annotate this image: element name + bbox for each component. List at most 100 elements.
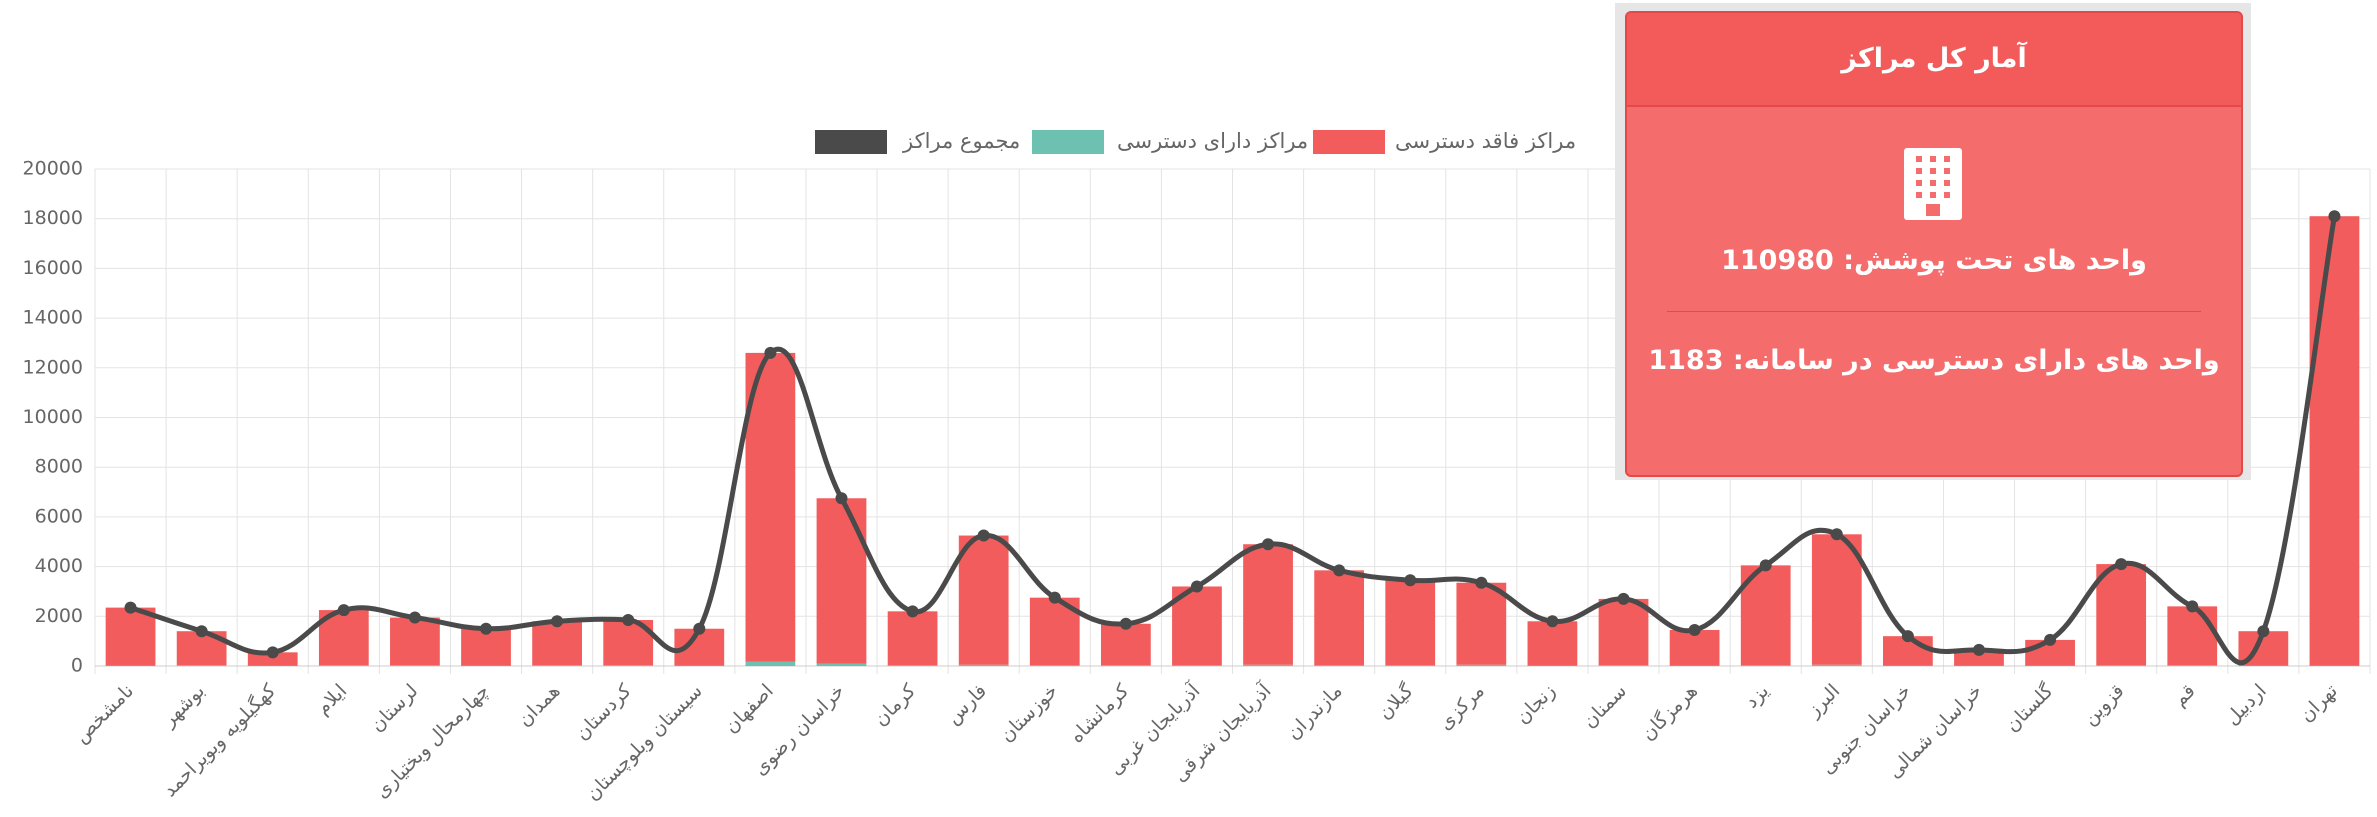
bar (887, 611, 938, 666)
point (2257, 625, 2270, 638)
bar (1527, 621, 1578, 666)
bar (1456, 582, 1507, 665)
bar (958, 664, 1009, 666)
bar (390, 665, 440, 666)
bar (1385, 580, 1436, 666)
bar (2096, 564, 2147, 666)
x-tick-label: اصفهان (720, 680, 778, 738)
point (1830, 528, 1843, 541)
x-tick-label: همدان (513, 680, 564, 731)
bar (1243, 544, 1293, 665)
x-tick-label: کرمان (869, 679, 920, 730)
bar (2167, 606, 2218, 666)
bar (1314, 570, 1365, 666)
point (1759, 559, 1772, 572)
point (408, 611, 421, 624)
y-tick-label: 0 (71, 655, 83, 677)
point (2115, 558, 2128, 571)
y-tick-label: 12000 (23, 356, 83, 378)
x-tick-label: هرمزگان (1636, 679, 1702, 745)
legend-label: مراکز دارای دسترسی (1117, 129, 1308, 153)
x-tick-label: قزوین (2079, 680, 2129, 730)
point (2328, 210, 2341, 223)
bar (745, 352, 796, 662)
x-tick-label: لرستان (366, 680, 422, 736)
x-tick-label: فارس (942, 680, 991, 729)
bar (390, 617, 440, 666)
x-tick-label: کردستان (571, 679, 636, 744)
point (1119, 617, 1132, 630)
x-tick-label: مازندران (1282, 680, 1346, 744)
point (835, 492, 848, 505)
building-icon (1904, 148, 1962, 220)
bar (1029, 665, 1080, 666)
bar (1100, 623, 1151, 666)
bar (1598, 598, 1649, 666)
bar (1954, 649, 2004, 666)
bar (1598, 665, 1649, 666)
point (1404, 574, 1417, 587)
bar (105, 607, 156, 666)
bar (603, 665, 654, 666)
y-tick-label: 16000 (23, 257, 83, 279)
point (551, 615, 564, 628)
x-tick-label: اردبیل (2221, 680, 2271, 730)
tooltip-title: آمار کل مراکز (1627, 13, 2241, 107)
bar (2167, 665, 2218, 666)
tooltip-line: واحد های دارای دسترسی در سامانه: 1183 (1648, 345, 2220, 376)
point (337, 604, 350, 617)
bar (1172, 665, 1222, 666)
point (977, 529, 990, 542)
x-tick-label: گیلان (1373, 678, 1418, 723)
y-tick-label: 14000 (23, 307, 83, 329)
bar (958, 535, 1009, 665)
y-tick-label: 18000 (23, 207, 83, 229)
bar (2309, 216, 2360, 666)
point (1048, 591, 1061, 604)
divider (1667, 311, 2201, 312)
legend-label: مجموع مراکز (902, 129, 1020, 153)
point (1262, 538, 1275, 551)
point (1901, 630, 1914, 643)
bar (532, 621, 582, 666)
point (266, 646, 279, 659)
bar (532, 665, 582, 666)
bar (2096, 665, 2147, 666)
point (480, 622, 493, 635)
bar (816, 498, 867, 664)
x-tick-label: قم (2169, 680, 2200, 711)
point (622, 614, 635, 627)
bar (1811, 534, 1862, 665)
point (906, 605, 919, 618)
tooltip-line: واحد های تحت پوشش: 110980 (1721, 245, 2147, 276)
y-tick-label: 4000 (35, 555, 83, 577)
y-tick-label: 8000 (35, 456, 83, 478)
x-tick-label: سمنان (1578, 680, 1631, 733)
x-tick-label: البرز (1802, 680, 1844, 722)
y-tick-label: 20000 (23, 158, 83, 180)
legend-swatch (1313, 130, 1385, 154)
point (1617, 592, 1630, 605)
bar (176, 665, 227, 666)
x-tick-label: گلستان (2000, 678, 2058, 736)
tooltip: آمار کل مراکز واحد های تحت پوشش: 110980 … (1615, 3, 2251, 480)
point (2044, 633, 2057, 646)
bar (887, 665, 938, 666)
point (124, 601, 137, 614)
bar (745, 661, 796, 666)
point (764, 346, 777, 359)
x-tick-label: بوشهر (157, 680, 209, 732)
bar (816, 663, 867, 666)
x-tick-label: نامشخص (70, 680, 138, 748)
bar (247, 652, 298, 666)
x-tick-label: یزد (1740, 680, 1773, 713)
x-tick-label: ایلام (312, 680, 351, 719)
bar (318, 665, 369, 666)
tooltip-panel: آمار کل مراکز واحد های تحت پوشش: 110980 … (1625, 11, 2243, 477)
point (195, 625, 208, 638)
x-tick-label: مرکزی (1434, 680, 1488, 734)
bar (1100, 665, 1151, 666)
bar (1740, 665, 1791, 666)
